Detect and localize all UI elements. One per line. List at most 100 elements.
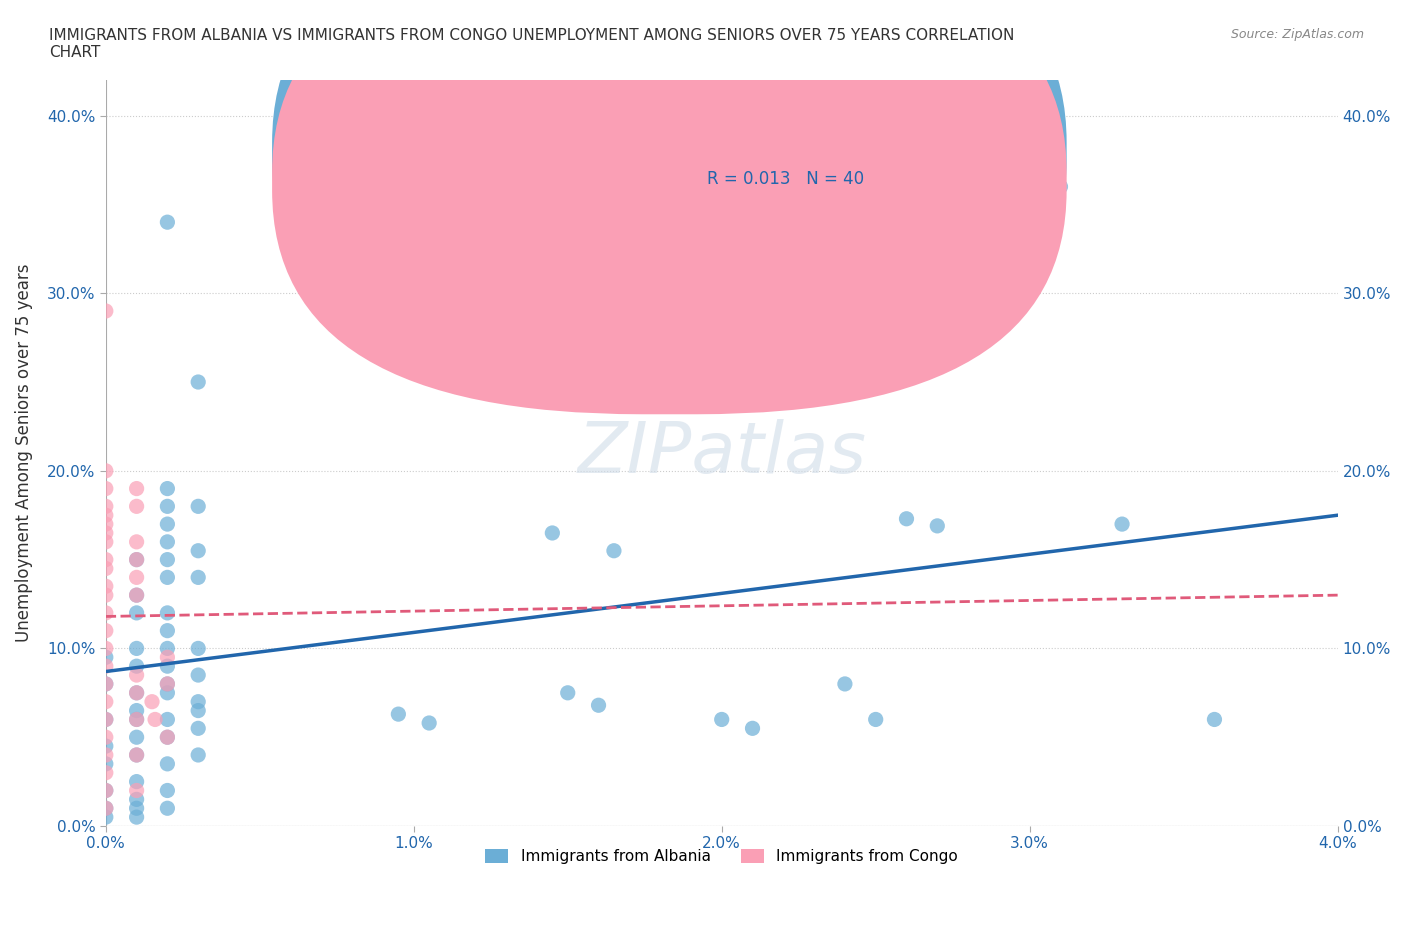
Point	[125, 570, 148, 585]
Legend: Immigrants from Albania, Immigrants from Congo: Immigrants from Albania, Immigrants from…	[479, 844, 965, 870]
Point	[94, 712, 117, 727]
Point	[710, 712, 733, 727]
Point	[94, 783, 117, 798]
Text: ZIPatlas: ZIPatlas	[578, 418, 866, 487]
Point	[156, 570, 179, 585]
Point	[125, 712, 148, 727]
Point	[156, 801, 179, 816]
Point	[156, 712, 179, 727]
Point	[125, 783, 148, 798]
Point	[156, 605, 179, 620]
Point	[125, 730, 148, 745]
Point	[187, 543, 209, 558]
Point	[125, 748, 148, 763]
FancyBboxPatch shape	[610, 125, 943, 214]
Point	[387, 707, 409, 722]
Point	[156, 517, 179, 532]
Point	[94, 535, 117, 550]
Point	[187, 695, 209, 710]
Point	[94, 303, 117, 318]
Point	[94, 783, 117, 798]
Point	[541, 525, 564, 540]
Point	[94, 756, 117, 771]
Point	[125, 588, 148, 603]
Point	[125, 748, 148, 763]
Point	[125, 552, 148, 567]
Point	[125, 685, 148, 700]
Point	[94, 605, 117, 620]
Point	[156, 730, 179, 745]
Point	[94, 676, 117, 691]
Point	[94, 517, 117, 532]
Point	[603, 543, 626, 558]
Point	[94, 525, 117, 540]
Point	[156, 481, 179, 496]
Point	[125, 641, 148, 656]
Point	[125, 552, 148, 567]
Point	[94, 552, 117, 567]
Point	[588, 698, 610, 712]
Point	[94, 801, 117, 816]
Point	[187, 668, 209, 683]
Point	[1204, 712, 1226, 727]
Point	[125, 668, 148, 683]
Point	[94, 810, 117, 825]
Point	[125, 801, 148, 816]
Point	[896, 512, 918, 526]
Point	[156, 730, 179, 745]
Point	[187, 703, 209, 718]
Text: IMMIGRANTS FROM ALBANIA VS IMMIGRANTS FROM CONGO UNEMPLOYMENT AMONG SENIORS OVER: IMMIGRANTS FROM ALBANIA VS IMMIGRANTS FR…	[49, 28, 1015, 60]
Point	[187, 570, 209, 585]
Point	[94, 695, 117, 710]
Y-axis label: Unemployment Among Seniors over 75 years: Unemployment Among Seniors over 75 years	[15, 264, 32, 643]
Point	[94, 712, 117, 727]
Point	[187, 721, 209, 736]
Text: Source: ZipAtlas.com: Source: ZipAtlas.com	[1230, 28, 1364, 41]
Point	[125, 588, 148, 603]
Point	[1111, 517, 1133, 532]
Point	[865, 712, 887, 727]
Point	[187, 375, 209, 390]
Point	[1049, 179, 1071, 194]
Point	[94, 623, 117, 638]
FancyBboxPatch shape	[273, 0, 1067, 414]
Point	[94, 578, 117, 593]
Text: R = 0.013   N = 40: R = 0.013 N = 40	[707, 169, 865, 188]
Point	[94, 481, 117, 496]
Point	[94, 730, 117, 745]
Point	[187, 498, 209, 513]
Point	[125, 535, 148, 550]
Text: R = 0.165   N = 65: R = 0.165 N = 65	[707, 140, 863, 158]
Point	[156, 756, 179, 771]
Point	[418, 715, 440, 730]
Point	[741, 721, 763, 736]
Point	[125, 685, 148, 700]
Point	[156, 498, 179, 513]
Point	[125, 712, 148, 727]
Point	[156, 641, 179, 656]
Point	[94, 765, 117, 780]
Point	[94, 658, 117, 673]
Point	[156, 783, 179, 798]
Point	[94, 588, 117, 603]
Point	[125, 605, 148, 620]
Point	[156, 623, 179, 638]
Point	[156, 552, 179, 567]
Point	[156, 215, 179, 230]
Point	[94, 650, 117, 665]
Point	[156, 650, 179, 665]
Point	[156, 535, 179, 550]
Point	[143, 712, 166, 727]
Point	[927, 518, 949, 533]
Point	[156, 676, 179, 691]
Point	[94, 738, 117, 753]
Point	[94, 463, 117, 478]
Point	[156, 658, 179, 673]
Point	[834, 676, 856, 691]
Point	[125, 810, 148, 825]
Point	[94, 748, 117, 763]
Point	[94, 676, 117, 691]
Point	[125, 498, 148, 513]
Point	[125, 792, 148, 807]
Point	[141, 695, 163, 710]
